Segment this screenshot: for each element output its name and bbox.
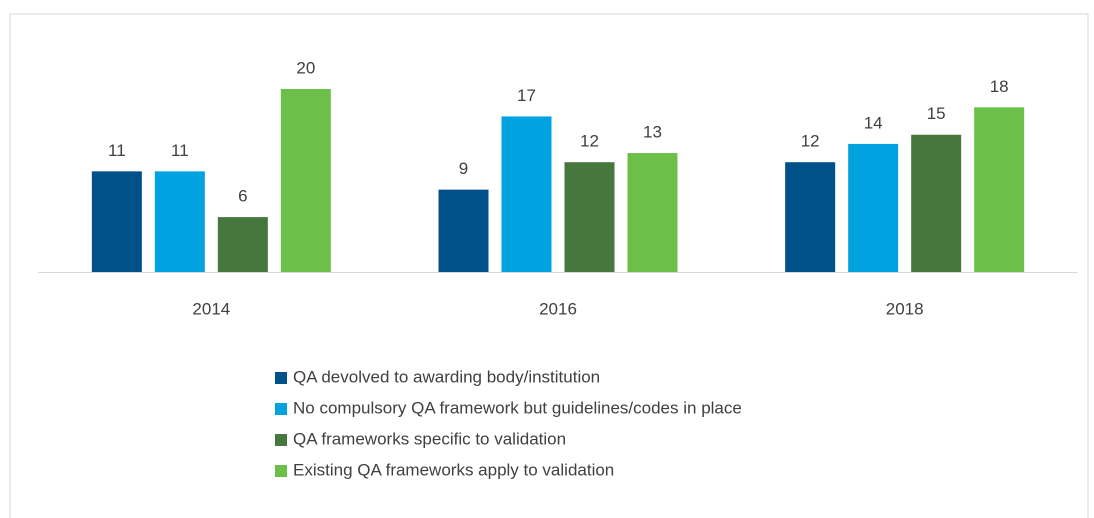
- x-tick-label: 2016: [539, 299, 577, 318]
- bar: [217, 217, 268, 272]
- legend-swatch: [275, 434, 287, 446]
- data-label: 13: [643, 123, 662, 142]
- legend-label: No compulsory QA framework but guideline…: [293, 398, 742, 417]
- legend-label: Existing QA frameworks apply to validati…: [293, 460, 614, 479]
- legend-swatch: [275, 403, 287, 415]
- data-label: 12: [801, 132, 820, 151]
- legend-swatch: [275, 372, 287, 384]
- bar: [564, 162, 615, 272]
- bar: [974, 107, 1025, 272]
- bar: [501, 116, 552, 272]
- data-label: 17: [517, 86, 536, 105]
- x-tick-label: 2018: [886, 299, 924, 318]
- legend-swatch: [275, 465, 287, 477]
- bar: [91, 171, 142, 272]
- bar: [848, 143, 899, 272]
- legend-label: QA devolved to awarding body/institution: [293, 367, 600, 386]
- bar: [785, 162, 836, 272]
- chart-frame: [9, 13, 1089, 518]
- legend-label: QA frameworks specific to validation: [293, 429, 566, 448]
- bar: [280, 89, 331, 272]
- data-label: 18: [990, 77, 1009, 96]
- x-tick-label: 2014: [192, 299, 230, 318]
- data-label: 9: [459, 159, 468, 178]
- data-label: 6: [238, 187, 247, 206]
- data-label: 15: [927, 104, 946, 123]
- bar: [911, 134, 962, 272]
- data-label: 14: [864, 113, 883, 132]
- data-label: 12: [580, 132, 599, 151]
- bar: [154, 171, 205, 272]
- data-label: 11: [171, 141, 189, 160]
- data-label: 11: [108, 141, 126, 160]
- bar: [627, 153, 678, 272]
- data-label: 20: [296, 58, 315, 77]
- bar: [438, 189, 489, 272]
